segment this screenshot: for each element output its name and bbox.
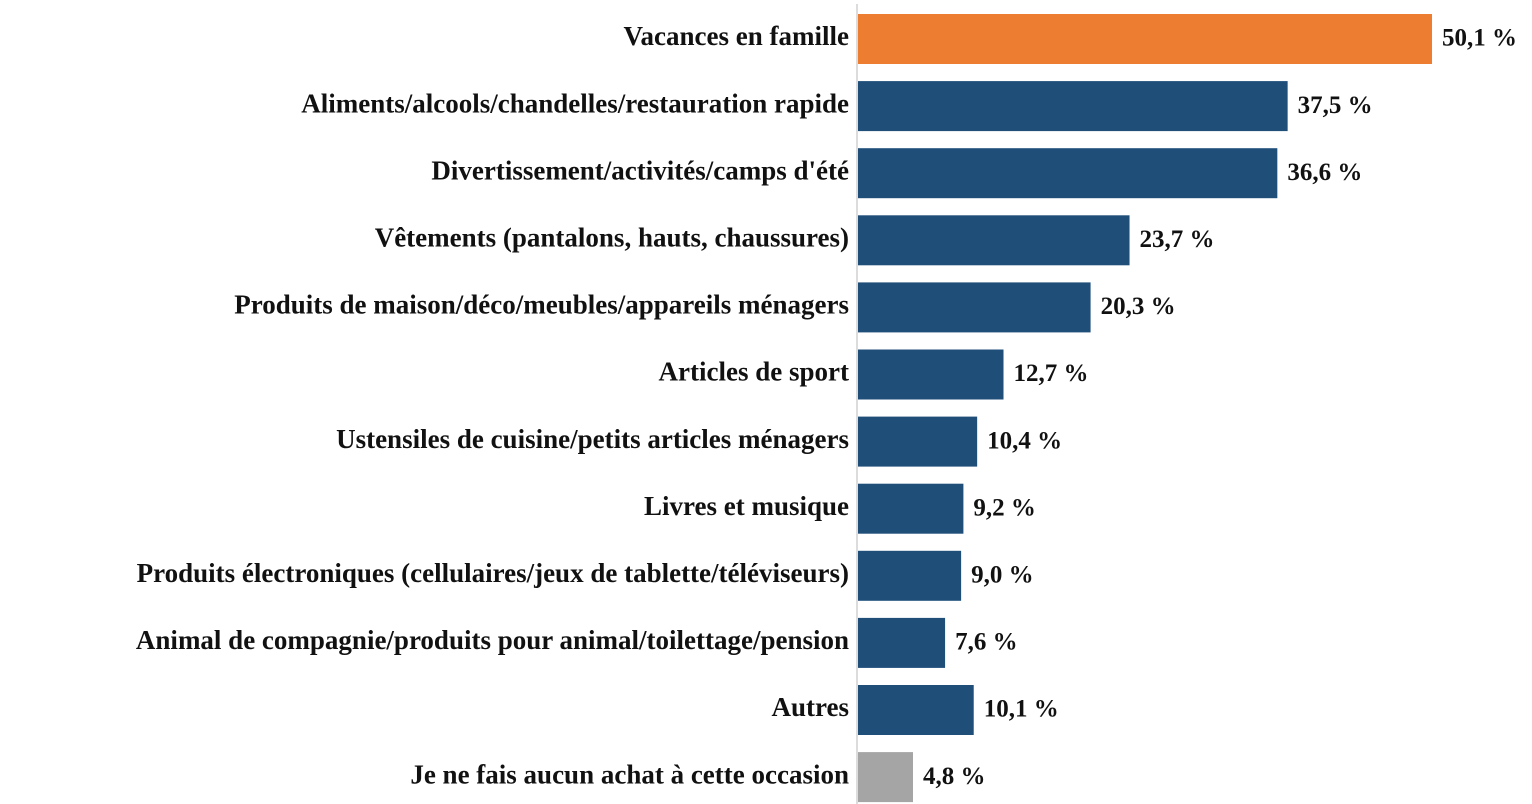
category-label: Produits électroniques (cellulaires/jeux… bbox=[137, 558, 849, 588]
value-label: 9,0 % bbox=[971, 562, 1034, 589]
bar bbox=[858, 550, 962, 601]
bar bbox=[858, 752, 913, 803]
category-label: Produits de maison/déco/meubles/appareil… bbox=[234, 290, 849, 320]
value-label: 10,4 % bbox=[987, 427, 1062, 454]
category-label: Ustensiles de cuisine/petits articles mé… bbox=[336, 424, 849, 454]
value-label: 4,8 % bbox=[923, 763, 986, 790]
category-label: Divertissement/activités/camps d'été bbox=[431, 155, 849, 185]
bar bbox=[858, 416, 978, 467]
category-label: Aliments/alcools/chandelles/restauration… bbox=[301, 88, 849, 118]
category-label: Autres bbox=[772, 692, 850, 722]
value-label: 23,7 % bbox=[1140, 226, 1215, 253]
value-label: 20,3 % bbox=[1101, 293, 1176, 320]
value-label: 37,5 % bbox=[1298, 92, 1373, 119]
value-label: 12,7 % bbox=[1014, 360, 1089, 387]
category-label: Livres et musique bbox=[644, 491, 849, 521]
bar bbox=[858, 215, 1130, 266]
bar bbox=[858, 81, 1288, 132]
category-label: Je ne fais aucun achat à cette occasion bbox=[410, 759, 849, 789]
bar bbox=[858, 483, 964, 534]
bar bbox=[858, 685, 974, 735]
value-label: 7,6 % bbox=[955, 629, 1018, 656]
value-label: 50,1 % bbox=[1442, 25, 1517, 52]
bar bbox=[858, 349, 1004, 400]
bar bbox=[858, 14, 1432, 64]
category-label: Animal de compagnie/produits pour animal… bbox=[136, 625, 849, 655]
bar bbox=[858, 282, 1091, 333]
value-label: 9,2 % bbox=[973, 494, 1036, 521]
category-label: Vacances en famille bbox=[624, 21, 849, 51]
bar bbox=[858, 148, 1278, 199]
value-label: 10,1 % bbox=[984, 696, 1059, 723]
category-label: Vêtements (pantalons, hauts, chaussures) bbox=[375, 223, 849, 253]
category-label: Articles de sport bbox=[659, 357, 849, 387]
value-label: 36,6 % bbox=[1287, 159, 1362, 186]
bar bbox=[858, 617, 946, 668]
